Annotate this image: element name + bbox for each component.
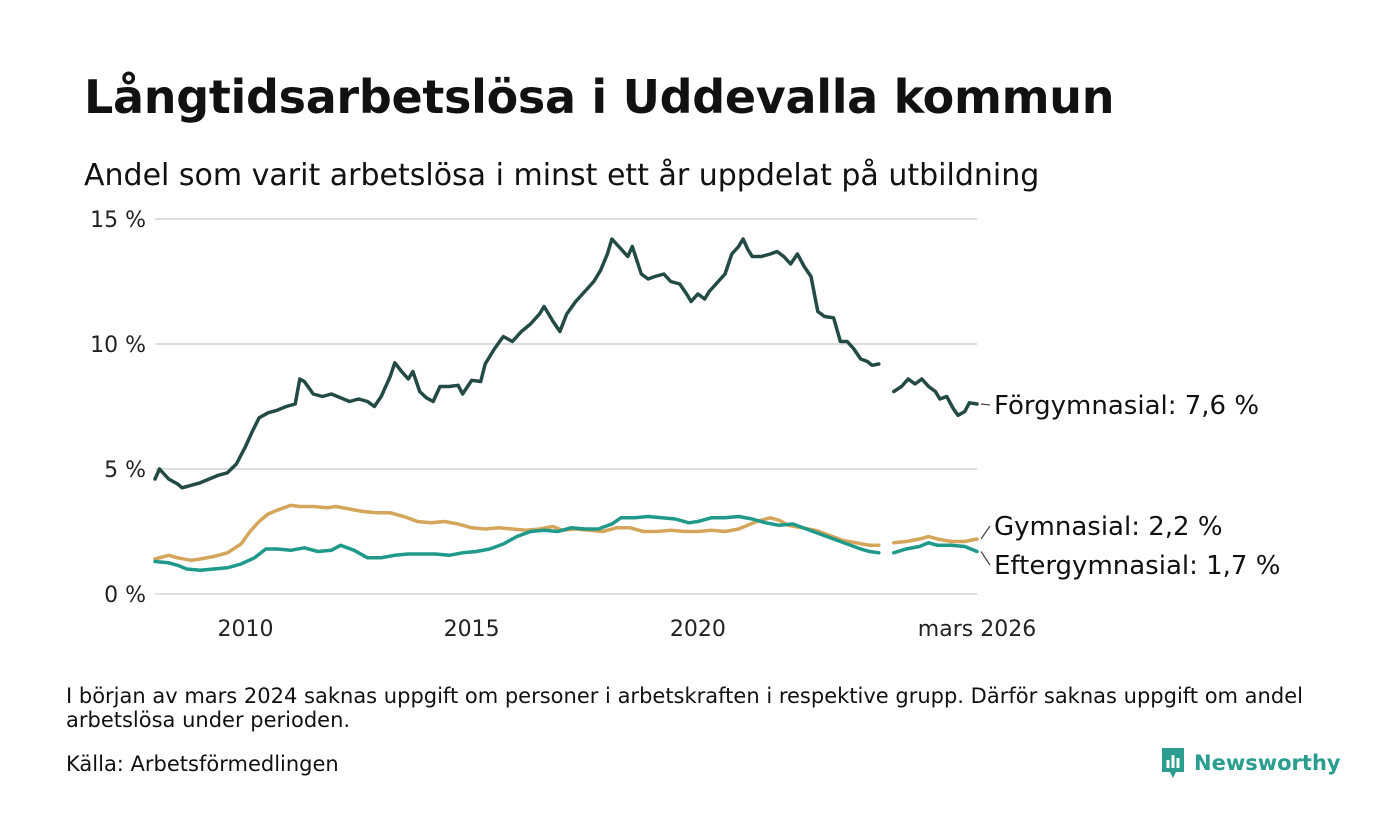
x-axis-tick-labels: 2010 2015 2020 mars 2026 [217,617,1036,642]
y-tick-label: 5 % [104,458,146,483]
y-tick-label: 0 % [104,583,146,608]
y-tick-label: 10 % [90,333,146,358]
series-line-gymnasial-after-gap [892,534,979,545]
series-label-förgymnasial: Förgymnasial: 7,6 % [994,391,1259,421]
series-line-eftergymnasial-before-gap [153,514,881,573]
chart-subtitle: Andel som varit arbetslösa i minst ett å… [84,158,1040,193]
line-chart: 0 % 5 % 10 % 15 % 2010 2015 2020 mars 2026 För… [90,208,1280,642]
series-label-gymnasial: Gymnasial: 2,2 % [994,512,1223,542]
series-lines [153,237,979,573]
label-leader-gymnasial [980,525,991,540]
series-line-eftergymnasial-after-gap [892,541,979,555]
x-tick-label: 2020 [670,617,726,642]
x-tick-label: mars 2026 [918,617,1036,642]
label-leader-eftergymnasial [980,551,991,566]
series-line-förgymnasial-after-gap [892,377,979,418]
newsworthy-logo-icon [1162,748,1184,778]
brand-name: Newsworthy [1194,751,1341,775]
label-leader-förgymnasial [980,403,991,406]
chart-title: Långtidsarbetslösa i Uddevalla kommun [84,70,1115,124]
footnote: I början av mars 2024 saknas uppgift om … [66,684,1303,732]
source-credit: Källa: Arbetsförmedlingen [66,752,339,776]
y-tick-label: 15 % [90,208,146,233]
series-end-labels: Förgymnasial: 7,6 % Gymnasial: 2,2 % Efter… [980,391,1280,581]
x-tick-label: 2010 [217,617,273,642]
grid-lines [155,218,977,595]
series-label-eftergymnasial: Eftergymnasial: 1,7 % [994,551,1280,581]
series-line-förgymnasial-before-gap [153,237,881,490]
newsworthy-brand: Newsworthy [1160,746,1341,780]
x-tick-label: 2015 [444,617,500,642]
y-axis-tick-labels: 0 % 5 % 10 % 15 % [90,208,146,608]
